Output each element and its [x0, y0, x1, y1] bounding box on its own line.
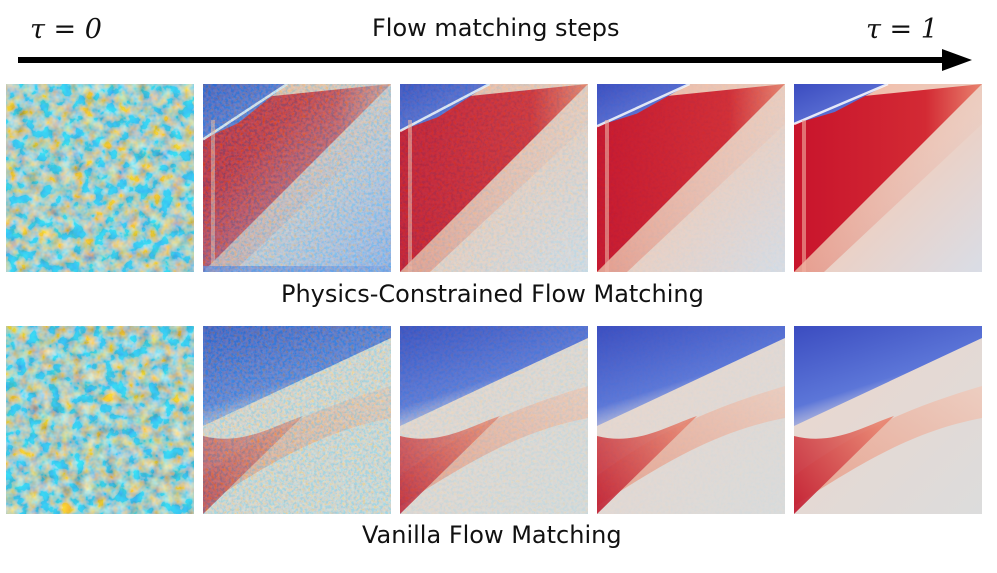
vanilla-field-3	[597, 326, 785, 514]
vanilla-panel-0	[6, 326, 194, 514]
pcfm-field-3	[597, 84, 785, 272]
pcfm-panel-0	[6, 84, 194, 272]
vanilla-panel-3	[597, 326, 785, 514]
pcfm-field-2	[400, 84, 588, 272]
vanilla-panel-4	[794, 326, 982, 514]
pcfm-field-1	[203, 84, 391, 272]
pcfm-field-0	[6, 84, 194, 272]
pcfm-panel-4	[794, 84, 982, 272]
steps-title: Flow matching steps	[372, 14, 620, 42]
pcfm-panel-2	[400, 84, 588, 272]
vanilla-panel-2	[400, 326, 588, 514]
pcfm-panel-1	[203, 84, 391, 272]
tau-end-label: τ = 1	[866, 14, 938, 45]
pcfm-caption: Physics-Constrained Flow Matching	[281, 280, 704, 308]
vanilla-field-0	[6, 326, 194, 514]
vanilla-field-2	[400, 326, 588, 514]
vanilla-field-1	[203, 326, 391, 514]
tau-start-label: τ = 0	[30, 14, 102, 45]
vanilla-panel-1	[203, 326, 391, 514]
pcfm-panel-3	[597, 84, 785, 272]
vanilla-caption: Vanilla Flow Matching	[362, 521, 622, 549]
pcfm-field-4	[794, 84, 982, 272]
vanilla-field-4	[794, 326, 982, 514]
time-arrow	[18, 49, 972, 71]
